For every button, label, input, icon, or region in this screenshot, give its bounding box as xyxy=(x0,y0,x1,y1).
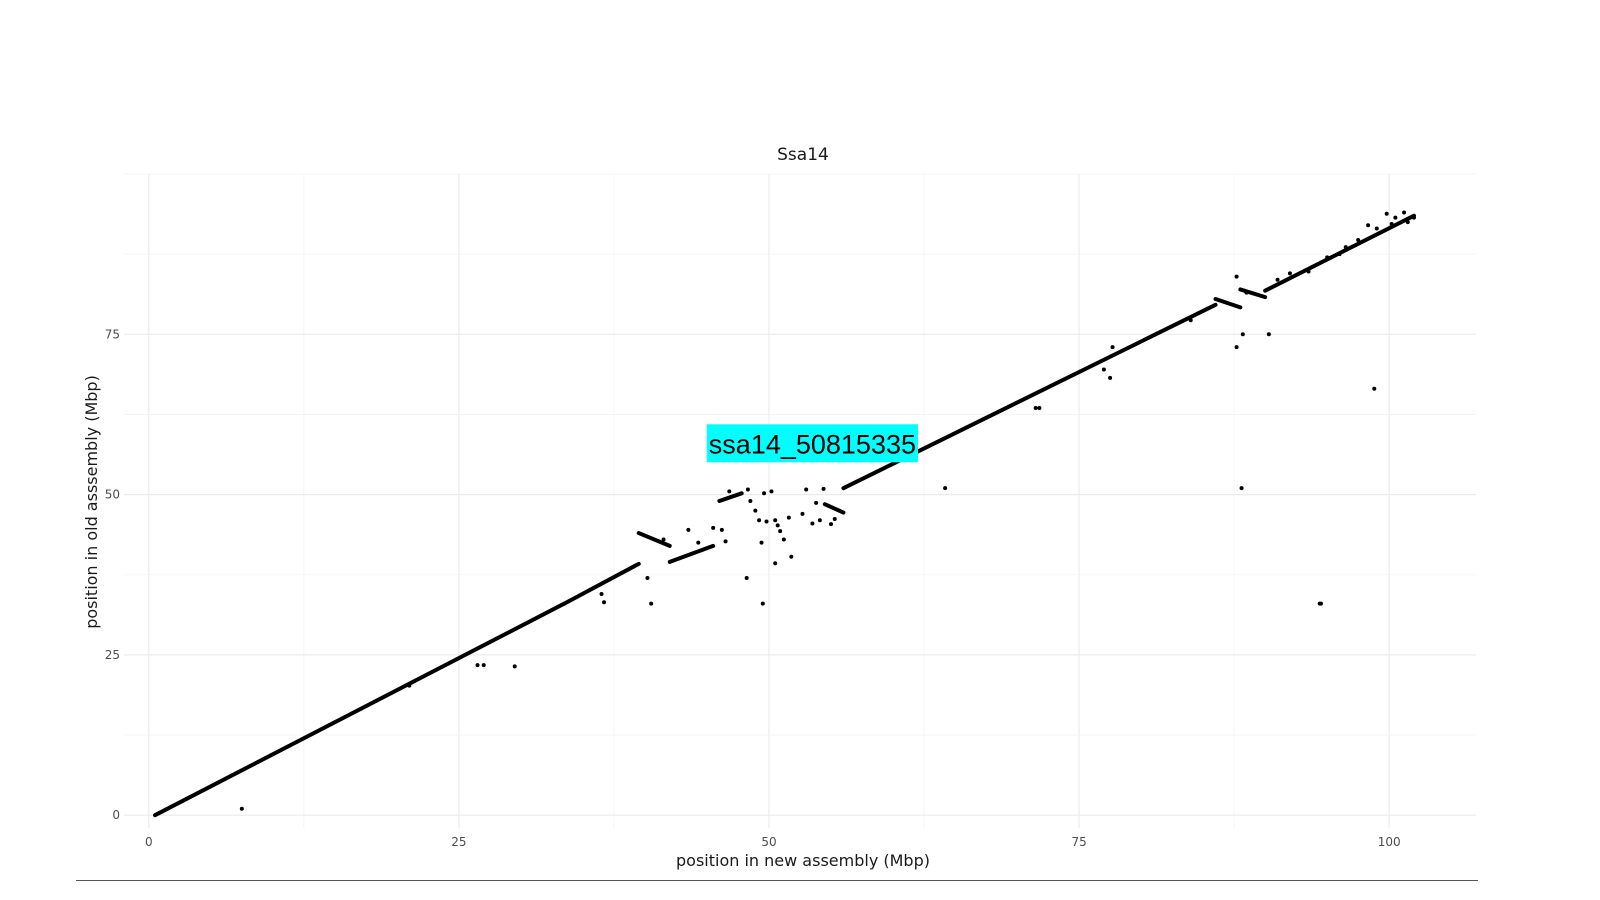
data-point xyxy=(769,489,774,494)
data-point xyxy=(1188,318,1193,323)
data-point xyxy=(744,575,749,580)
data-point xyxy=(1275,277,1280,282)
data-point xyxy=(239,806,244,811)
bottom-divider xyxy=(76,880,1478,881)
data-point xyxy=(1337,252,1342,257)
data-point xyxy=(1389,222,1394,227)
y-tick-label: 50 xyxy=(105,488,120,502)
data-point xyxy=(727,489,732,494)
data-point-run xyxy=(667,543,716,564)
data-point xyxy=(686,527,691,532)
y-axis-title: position in old asssembly (Mbp) xyxy=(82,375,101,629)
data-point xyxy=(800,511,805,516)
data-point xyxy=(719,527,724,532)
y-tick-label: 0 xyxy=(112,808,120,822)
data-point xyxy=(1033,406,1038,411)
data-point xyxy=(1366,223,1371,228)
data-point xyxy=(1393,215,1398,220)
data-point xyxy=(773,518,778,523)
annotation-label: ssa14_50815335 xyxy=(706,424,919,463)
data-point xyxy=(1318,601,1323,606)
data-point xyxy=(1325,255,1330,260)
data-point xyxy=(1374,226,1379,231)
data-point-run xyxy=(822,502,846,515)
data-point-run xyxy=(636,531,672,548)
data-point xyxy=(753,508,758,513)
data-point xyxy=(821,486,826,491)
data-point xyxy=(696,540,701,545)
data-point xyxy=(1402,210,1407,215)
data-point xyxy=(829,522,834,527)
data-point xyxy=(1306,269,1311,274)
data-point xyxy=(1108,375,1113,380)
data-point xyxy=(773,561,778,566)
x-tick-label: 100 xyxy=(1378,835,1401,849)
data-point xyxy=(762,491,767,496)
data-point xyxy=(1110,345,1115,350)
data-point xyxy=(599,591,604,596)
data-point xyxy=(1244,290,1249,295)
data-point xyxy=(1266,332,1271,337)
data-point-run xyxy=(1213,297,1243,310)
x-tick-label: 25 xyxy=(451,835,466,849)
data-points xyxy=(153,210,1416,818)
data-point-run xyxy=(717,491,744,503)
data-point xyxy=(1405,220,1410,225)
data-point xyxy=(1101,367,1106,372)
data-point xyxy=(832,516,837,521)
x-tick-label: 75 xyxy=(1071,835,1086,849)
data-point xyxy=(810,521,815,526)
data-point xyxy=(481,663,486,668)
data-point xyxy=(778,529,783,534)
data-point xyxy=(759,540,764,545)
data-point-run xyxy=(1238,287,1268,300)
data-point xyxy=(645,575,650,580)
data-point xyxy=(649,601,654,606)
data-point xyxy=(1240,332,1245,337)
data-point xyxy=(1234,274,1239,279)
data-point xyxy=(789,554,794,559)
data-point xyxy=(1234,345,1239,350)
tick-labels: 0 25 50 75 100 0 25 50 75 xyxy=(105,327,1401,849)
data-point xyxy=(748,499,753,503)
data-point xyxy=(804,487,809,492)
data-point xyxy=(1037,406,1042,411)
data-point xyxy=(943,486,948,491)
x-tick-label: 50 xyxy=(761,835,776,849)
data-point xyxy=(407,683,412,688)
data-point xyxy=(475,663,480,668)
data-point-run xyxy=(153,601,567,818)
data-point xyxy=(512,664,517,669)
grid-lines xyxy=(124,173,1476,828)
data-point xyxy=(1384,211,1389,216)
data-point xyxy=(1356,238,1361,243)
data-point xyxy=(1411,215,1416,220)
x-tick-label: 0 xyxy=(145,835,153,849)
data-point xyxy=(1287,271,1292,276)
data-point xyxy=(711,525,716,530)
data-point xyxy=(817,518,822,523)
data-point xyxy=(745,487,750,492)
annotation-background xyxy=(706,424,919,463)
annotation-text: ssa14_50815335 xyxy=(709,429,916,459)
y-tick-label: 75 xyxy=(105,327,120,341)
data-point xyxy=(814,500,819,505)
x-axis-title: position in new assembly (Mbp) xyxy=(676,851,930,870)
y-tick-label: 25 xyxy=(105,648,120,662)
data-point xyxy=(786,515,791,520)
data-point xyxy=(661,537,666,542)
data-point xyxy=(1372,386,1377,391)
data-point-run xyxy=(562,561,641,606)
data-point xyxy=(775,523,780,528)
data-point xyxy=(781,537,786,542)
data-point xyxy=(602,600,607,605)
data-point xyxy=(760,601,765,606)
data-point xyxy=(764,519,769,524)
chart-title: Ssa14 xyxy=(777,145,829,165)
data-point xyxy=(757,518,762,523)
data-point xyxy=(1239,486,1244,491)
data-point xyxy=(723,539,728,544)
data-point xyxy=(1343,245,1348,250)
